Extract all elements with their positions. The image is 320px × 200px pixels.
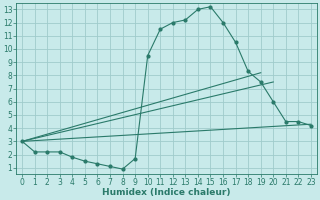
- X-axis label: Humidex (Indice chaleur): Humidex (Indice chaleur): [102, 188, 231, 197]
